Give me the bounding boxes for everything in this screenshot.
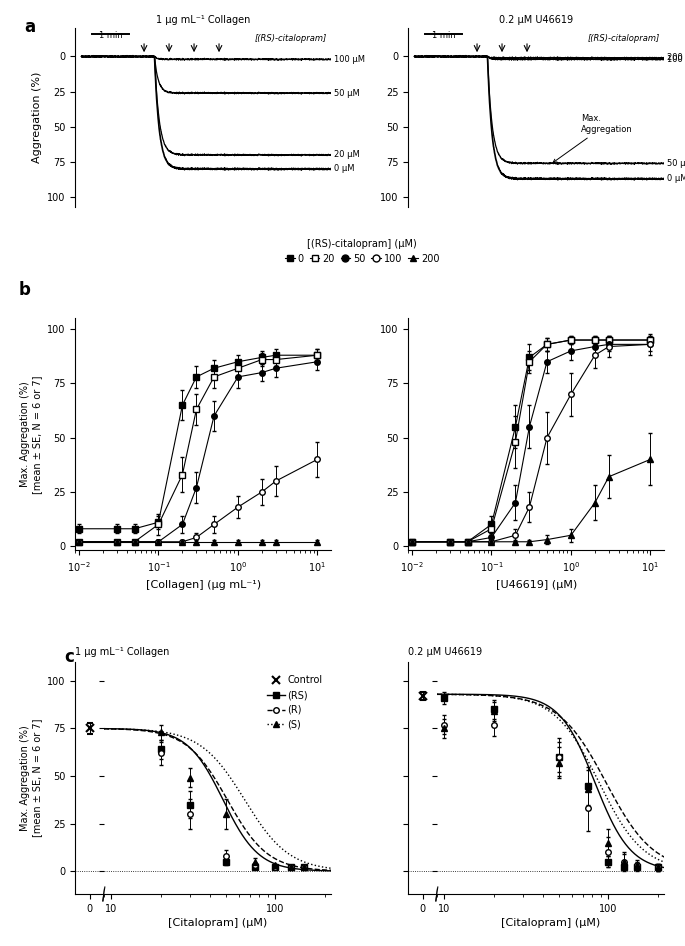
Text: 0.2 μM U46619: 0.2 μM U46619: [408, 647, 482, 657]
Text: 200 μM: 200 μM: [667, 53, 685, 62]
Text: 1 μg mL⁻¹ Collagen: 1 μg mL⁻¹ Collagen: [75, 647, 170, 657]
Text: Max.
Aggregation: Max. Aggregation: [553, 114, 633, 163]
Text: 0 μM: 0 μM: [334, 165, 354, 173]
Text: 50 μM: 50 μM: [334, 89, 360, 97]
Text: 100 μM: 100 μM: [334, 55, 364, 63]
Y-axis label: Max. Aggregation (%)
[mean ± SE, N = 6 or 7]: Max. Aggregation (%) [mean ± SE, N = 6 o…: [20, 719, 42, 837]
Text: c: c: [64, 648, 75, 666]
Legend: Control, (RS), (R), (S): Control, (RS), (R), (S): [263, 672, 327, 734]
X-axis label: [U46619] (μM): [U46619] (μM): [496, 580, 577, 589]
Text: b: b: [19, 281, 31, 299]
Y-axis label: Aggregation (%): Aggregation (%): [32, 72, 42, 164]
Text: 1 min: 1 min: [99, 31, 123, 40]
Text: a: a: [24, 18, 35, 36]
Text: [(RS)-citalopram]: [(RS)-citalopram]: [255, 34, 327, 43]
Legend: 0, 20, 50, 100, 200: 0, 20, 50, 100, 200: [281, 235, 443, 268]
X-axis label: [Citalopram] (μM): [Citalopram] (μM): [168, 918, 267, 928]
Text: 20 μM: 20 μM: [334, 150, 360, 160]
Text: 1 μg mL⁻¹ Collagen: 1 μg mL⁻¹ Collagen: [156, 15, 251, 25]
Text: 1 min: 1 min: [432, 31, 456, 40]
X-axis label: [Collagen] (μg mL⁻¹): [Collagen] (μg mL⁻¹): [146, 580, 261, 589]
Text: [(RS)-citalopram]: [(RS)-citalopram]: [588, 34, 660, 43]
Text: 50 μM: 50 μM: [667, 159, 685, 167]
Text: 0.2 μM U46619: 0.2 μM U46619: [499, 15, 573, 25]
Y-axis label: Max. Aggregation (%)
[mean ± SE, N = 6 or 7]: Max. Aggregation (%) [mean ± SE, N = 6 o…: [20, 376, 42, 494]
X-axis label: [Citalopram] (μM): [Citalopram] (μM): [501, 918, 600, 928]
Text: 0 μM: 0 μM: [667, 174, 685, 184]
Text: 100 μM: 100 μM: [667, 55, 685, 63]
